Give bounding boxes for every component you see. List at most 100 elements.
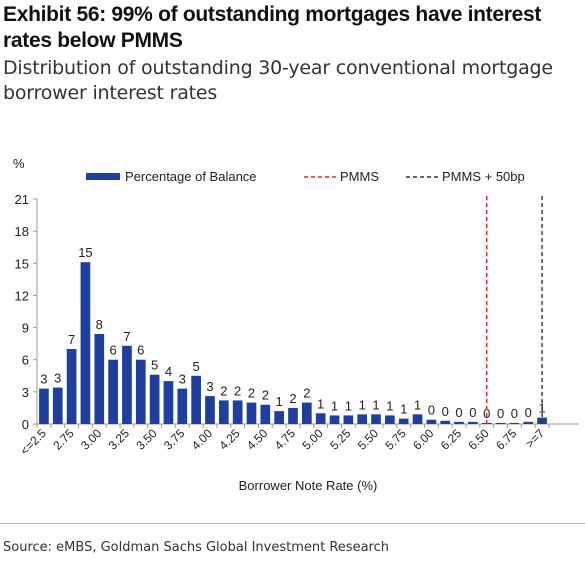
bar-5.125 — [329, 415, 340, 424]
value-label: 0 — [525, 405, 532, 420]
footer-divider — [0, 523, 585, 524]
value-label: 1 — [345, 398, 352, 413]
value-label: 1 — [386, 398, 393, 413]
x-tick-label: 5.25 — [327, 426, 354, 453]
x-tick-label: 3.25 — [106, 426, 133, 453]
bar-4.00 — [205, 396, 215, 424]
value-label: 1 — [414, 397, 421, 412]
y-tick-label: 12 — [15, 288, 29, 303]
value-label: 2 — [289, 391, 296, 406]
bar-chart: Percentage of Balance PMMS PMMS + 50bp %… — [13, 156, 579, 493]
value-label: 2 — [248, 386, 255, 401]
value-label: 3 — [179, 372, 186, 387]
source-note: Source: eMBS, Goldman Sachs Global Inves… — [3, 540, 389, 555]
value-label: 1 — [317, 396, 324, 411]
bar-5.50 — [371, 414, 381, 424]
value-label: 15 — [78, 245, 92, 260]
x-tick-label: 4.50 — [244, 426, 271, 453]
bar-3.25 — [122, 345, 132, 424]
value-label: 6 — [137, 343, 144, 358]
reference-lines — [486, 196, 543, 424]
bar-5.875 — [412, 414, 423, 424]
value-label: 6 — [109, 343, 116, 358]
value-label: 1 — [400, 402, 407, 417]
bar-4.125 — [218, 400, 229, 424]
bar-6.25 — [454, 421, 464, 424]
bar-4.375 — [246, 402, 257, 424]
value-label: 8 — [96, 317, 103, 332]
x-tick-label: 3.00 — [78, 426, 105, 453]
x-tick-label: 5.50 — [355, 426, 382, 453]
y-axis-label: % — [13, 156, 25, 171]
value-label: 3 — [206, 379, 213, 394]
value-label: 5 — [151, 358, 158, 373]
y-tick-label: 0 — [22, 417, 29, 432]
value-label: 3 — [40, 372, 47, 387]
bar-6.00 — [426, 419, 437, 424]
legend-label-pmms-50bp: PMMS + 50bp — [442, 169, 525, 184]
y-tick-label: 6 — [22, 353, 29, 368]
bar-5.00 — [315, 413, 326, 424]
bar-6.375 — [468, 421, 478, 424]
legend-label-pmms: PMMS — [340, 169, 379, 184]
bar-6.875 — [523, 421, 534, 424]
value-label: 0 — [497, 406, 504, 421]
x-tick-label: 2.75 — [50, 426, 77, 453]
x-tick-label: 3.75 — [161, 426, 188, 453]
value-label: 0 — [455, 405, 462, 420]
value-label: 2 — [220, 383, 227, 398]
bar-5.25 — [343, 415, 354, 424]
bar-6.625 — [495, 422, 506, 424]
bars — [39, 262, 547, 424]
x-axis-label: Borrower Note Rate (%) — [239, 478, 378, 493]
value-label: 3 — [54, 371, 61, 386]
value-label: 1 — [276, 394, 283, 409]
y-tick-label: 15 — [15, 256, 29, 271]
bar-3.50 — [149, 374, 160, 424]
bar-5.375 — [357, 414, 368, 424]
bar-3.625 — [163, 381, 174, 424]
legend-label-balance: Percentage of Balance — [125, 169, 257, 184]
value-label: 2 — [234, 383, 241, 398]
bar-4.50 — [260, 404, 271, 424]
value-label: 0 — [469, 405, 476, 420]
value-label: 1 — [372, 397, 379, 412]
legend-swatch-balance — [86, 173, 120, 180]
bar-2.75 — [66, 349, 77, 424]
x-tick-label: 3.50 — [133, 426, 160, 453]
x-tick-label: 4.25 — [216, 426, 243, 453]
y-axis: 0 3 6 9 12 15 18 21 — [15, 192, 38, 432]
x-tick-label: 6.75 — [493, 426, 520, 453]
x-tick-label: 6.25 — [438, 426, 465, 453]
x-axis: <=2.5 2.75 3.00 3.25 3.50 3.75 4.00 4.25 4.50 4.7… — [17, 423, 579, 458]
x-tick-label: >=7 — [523, 426, 548, 451]
bar-5.625 — [385, 415, 395, 424]
bar-2.875 — [80, 262, 91, 424]
value-label: 7 — [68, 332, 75, 347]
value-label: 2 — [303, 386, 310, 401]
bar-5.75 — [398, 418, 409, 424]
bar-3.75 — [177, 388, 188, 424]
bar-6.125 — [440, 420, 451, 424]
x-tick-label: 6.50 — [465, 426, 492, 453]
x-tick-label: 5.75 — [382, 426, 409, 453]
bar-3.00 — [94, 334, 105, 424]
legend: Percentage of Balance PMMS PMMS + 50bp — [86, 169, 525, 184]
x-tick-label: 4.75 — [272, 426, 299, 453]
y-tick-label: 21 — [15, 192, 29, 207]
value-label: 0 — [511, 406, 518, 421]
value-label: 4 — [165, 364, 172, 379]
value-label: 1 — [359, 397, 366, 412]
bar-2.625 — [52, 387, 63, 424]
bar-6.75 — [509, 422, 520, 424]
bar-3.125 — [108, 359, 118, 424]
x-tick-label: 4.00 — [189, 426, 216, 453]
x-tick-label: 6.00 — [410, 426, 437, 453]
bar-4.75 — [288, 407, 298, 424]
bar-4.625 — [274, 411, 285, 424]
value-label: 5 — [193, 359, 200, 374]
bar-3.375 — [135, 359, 146, 424]
y-tick-label: 9 — [22, 321, 29, 336]
y-tick-label: 3 — [22, 385, 29, 400]
bar-<=2.5 — [39, 388, 49, 424]
